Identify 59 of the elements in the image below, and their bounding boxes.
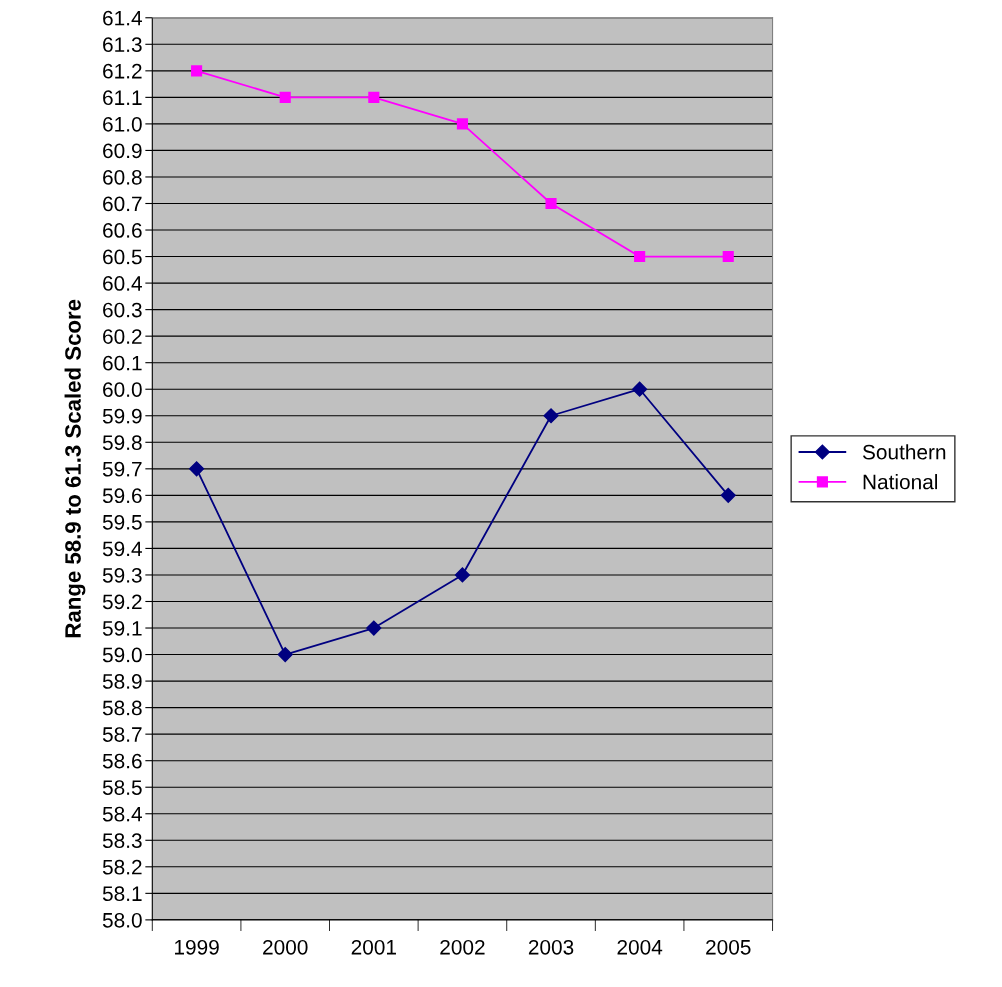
x-tick-label: 2001 <box>351 939 396 955</box>
x-tick-label: 2000 <box>263 939 308 955</box>
y-tick-label: 60.5 <box>103 249 142 265</box>
y-tick-label: 58.1 <box>102 886 142 902</box>
y-tick-label: 58.9 <box>102 674 142 689</box>
y-tick-label: 58.7 <box>102 727 142 742</box>
point <box>368 91 380 103</box>
y-tick-label: 61.0 <box>103 116 142 132</box>
point <box>634 251 646 263</box>
y-axis-title: Range 58.9 to 61.3 Scaled Score <box>64 299 86 638</box>
y-tick-label: 60.7 <box>103 196 142 212</box>
y-tick-label: 60.6 <box>103 223 142 238</box>
y-tick-label: 58.8 <box>102 700 142 716</box>
y-tick-label: 61.2 <box>103 63 142 79</box>
point <box>545 197 557 210</box>
y-tick-label: 59.8 <box>102 435 142 451</box>
y-tick-label: 59.6 <box>102 488 142 504</box>
y-tick-label: 60.8 <box>103 169 142 185</box>
legend-label: National <box>863 474 938 490</box>
point <box>366 620 382 636</box>
point <box>632 381 648 397</box>
point <box>191 65 203 77</box>
x-tick-label: 2005 <box>706 939 751 955</box>
y-tick-label: 59.7 <box>102 461 142 477</box>
x-tick-label: 2003 <box>528 939 574 955</box>
y-tick-label: 60.4 <box>103 276 142 291</box>
point <box>279 91 291 103</box>
y-tick-label: 58.3 <box>102 833 142 849</box>
y-tick-label: 58.0 <box>102 912 142 928</box>
y-tick-label: 59.1 <box>102 621 142 636</box>
y-tick-label: 58.4 <box>102 806 142 822</box>
y-tick-label: 61.1 <box>103 90 142 106</box>
point <box>456 118 468 130</box>
y-tick-label: 60.1 <box>103 355 142 371</box>
y-tick-label: 59.3 <box>102 567 142 583</box>
y-tick-label: 60.3 <box>103 302 142 318</box>
y-tick-label: 59.9 <box>102 408 142 424</box>
x-tick-label: 2002 <box>440 939 485 955</box>
point <box>454 567 470 583</box>
y-tick-label: 59.2 <box>102 594 142 610</box>
legend-label: Southern <box>862 444 946 460</box>
y-tick-label: 61.3 <box>103 37 142 53</box>
x-tick-label: 2004 <box>617 939 663 955</box>
y-tick-label: 58.6 <box>102 753 142 769</box>
y-tick-label: 60.2 <box>103 329 142 344</box>
point <box>189 461 205 477</box>
y-tick-label: 60.0 <box>103 382 142 397</box>
x-tick-label: 1999 <box>175 939 219 955</box>
y-tick-label: 61.4 <box>103 10 142 26</box>
y-tick-label: 58.2 <box>102 859 142 875</box>
y-tick-label: 59.4 <box>102 541 142 557</box>
point <box>543 408 559 424</box>
y-tick-label: 60.9 <box>103 143 142 159</box>
y-tick-label: 59.5 <box>102 514 142 530</box>
point <box>722 251 734 263</box>
point <box>277 646 293 663</box>
y-tick-label: 58.5 <box>102 780 142 795</box>
point <box>720 487 736 503</box>
y-tick-label: 59.0 <box>102 647 142 663</box>
